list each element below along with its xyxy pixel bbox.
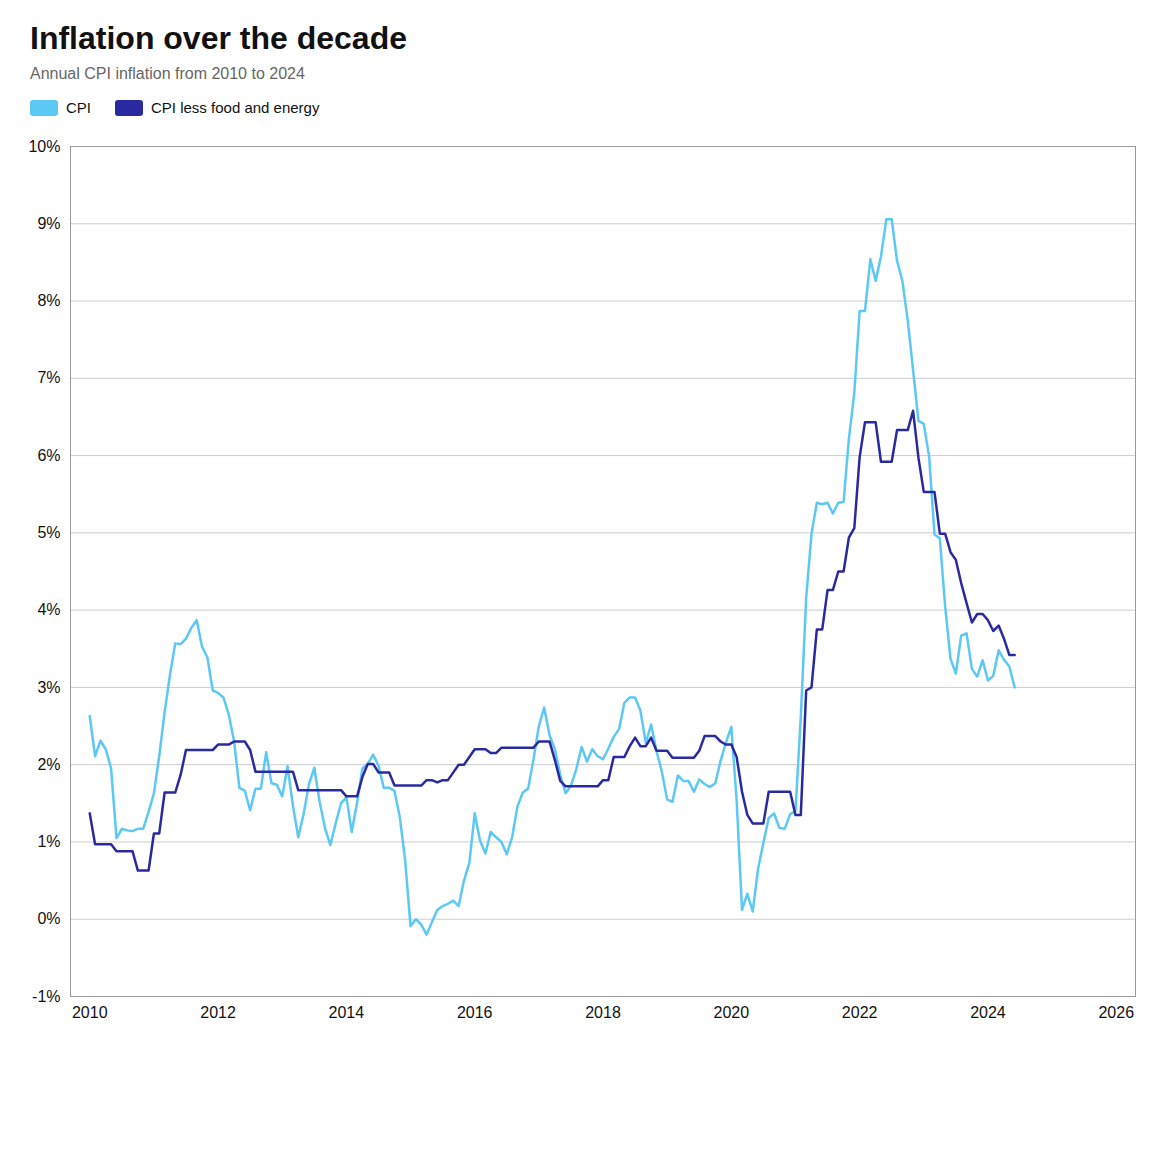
svg-text:2014: 2014 [329,1004,365,1021]
svg-text:2010: 2010 [72,1004,108,1021]
html-text:Inflation over the decade: Inflation over the decade [30,20,407,56]
svg-text:6%: 6% [37,447,60,464]
svg-text:2020: 2020 [714,1004,750,1021]
svg-text:7%: 7% [37,369,60,386]
html-text:CPI less food and energy: CPI less food and energy [151,99,320,116]
svg-text:4%: 4% [37,601,60,618]
svg-text:2018: 2018 [585,1004,621,1021]
html-text:CPI: CPI [66,99,91,116]
svg-text:5%: 5% [37,524,60,541]
svg-text:10%: 10% [28,138,60,155]
svg-text:2026: 2026 [1098,1004,1134,1021]
svg-text:8%: 8% [37,292,60,309]
svg-text:-1%: -1% [32,988,60,1005]
svg-text:2016: 2016 [457,1004,493,1021]
html-text:Annual CPI inflation from 2010: Annual CPI inflation from 2010 to 2024 [30,65,305,82]
svg-text:3%: 3% [37,679,60,696]
svg-text:1%: 1% [37,833,60,850]
svg-text:2%: 2% [37,756,60,773]
svg-text:2024: 2024 [970,1004,1006,1021]
svg-text:2022: 2022 [842,1004,878,1021]
svg-text:2012: 2012 [200,1004,236,1021]
svg-text:9%: 9% [37,215,60,232]
svg-text:0%: 0% [37,910,60,927]
